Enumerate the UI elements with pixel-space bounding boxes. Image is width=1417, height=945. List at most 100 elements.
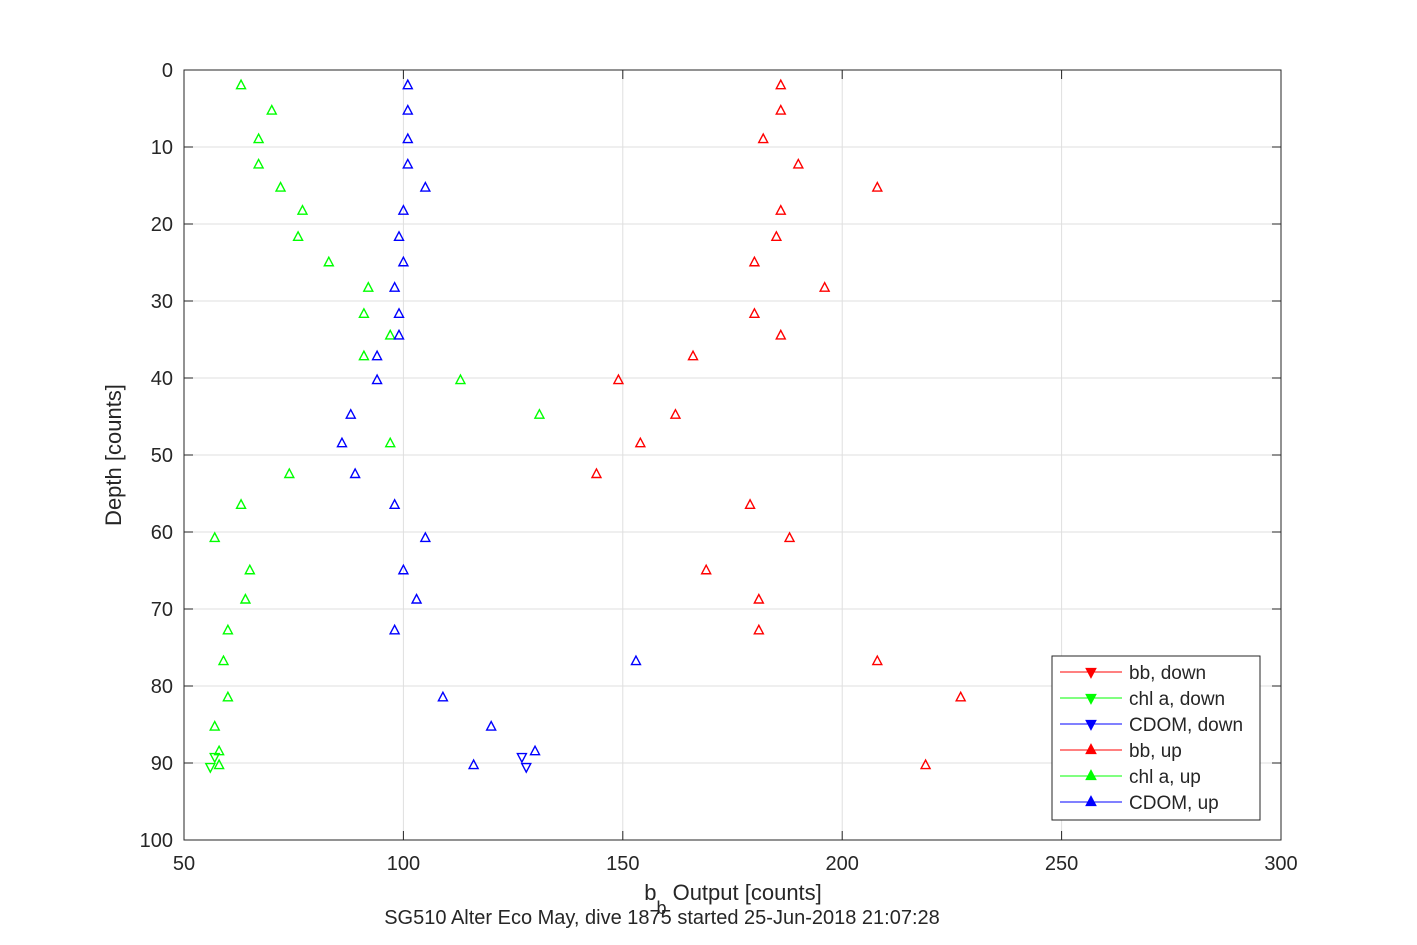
data-point (775, 78, 787, 90)
series-chl-a-up (209, 78, 546, 770)
data-point (955, 690, 967, 702)
data-point (818, 281, 831, 292)
data-point (419, 181, 432, 192)
x-axis-label-subscript: b (656, 898, 666, 918)
data-point (454, 373, 467, 385)
data-point (402, 104, 414, 115)
data-point (397, 204, 410, 215)
data-point (209, 531, 221, 543)
data-point (700, 563, 712, 575)
data-point (669, 408, 682, 419)
legend: bb, down chl a, down CDOM, down bb, up chl a… (1051, 655, 1261, 821)
legend-marker (1085, 693, 1097, 705)
legend-label: chl a, up (1129, 767, 1201, 788)
legend-marker (1085, 667, 1097, 679)
data-point (753, 592, 765, 604)
data-point (393, 307, 405, 319)
y-tick-label: 80 (151, 676, 173, 698)
x-tick-label: 50 (173, 853, 195, 875)
data-point (252, 132, 265, 144)
series-bb-up (590, 78, 967, 770)
y-tick-label: 100 (140, 830, 173, 852)
data-point (349, 467, 361, 479)
data-point (336, 436, 348, 448)
y-tick-label: 60 (151, 522, 173, 544)
legend-marker (1085, 769, 1097, 781)
grid-lines (183, 69, 1282, 841)
x-axis-label-main: b (644, 880, 656, 905)
data-point (871, 181, 883, 192)
data-point (362, 281, 374, 292)
data-point (516, 752, 528, 764)
series-cdom-up (336, 78, 642, 770)
data-point (345, 408, 357, 419)
data-point (292, 230, 304, 242)
data-point (783, 531, 796, 543)
data-point (393, 328, 405, 340)
data-point (590, 467, 603, 479)
data-point (919, 758, 932, 770)
data-point (388, 281, 401, 292)
data-point (204, 762, 216, 774)
data-point (252, 157, 265, 169)
data-point (371, 373, 383, 385)
data-point (402, 157, 414, 169)
y-tick-label: 40 (151, 368, 173, 390)
data-point (388, 498, 401, 509)
data-point (384, 436, 396, 448)
data-point (775, 104, 787, 115)
data-point (529, 744, 541, 756)
y-tick-label: 70 (151, 599, 173, 621)
data-point (222, 690, 234, 702)
data-point (533, 408, 546, 419)
y-tick-label: 20 (151, 214, 173, 236)
chart-caption: SG510 Alter Eco May, dive 1875 started 2… (384, 907, 940, 929)
x-tick-label: 200 (826, 853, 859, 875)
legend-label: CDOM, down (1129, 715, 1243, 736)
series-cdom-down (516, 752, 532, 774)
data-point (612, 373, 625, 385)
data-point (871, 654, 883, 666)
data-point (419, 531, 432, 543)
legend-label: chl a, down (1129, 689, 1225, 710)
data-point (239, 592, 252, 604)
data-point (520, 762, 532, 774)
data-point (775, 328, 787, 340)
data-markers (204, 78, 967, 774)
data-point (410, 592, 423, 604)
data-point (213, 744, 225, 756)
plot-border (183, 69, 1282, 841)
data-point (388, 623, 401, 635)
x-tick-label: 300 (1264, 853, 1297, 875)
data-point (371, 349, 383, 361)
data-point (266, 104, 278, 115)
data-point (744, 498, 756, 509)
y-axis-label: Depth [counts] (101, 384, 126, 526)
legend-label: bb, up (1129, 741, 1182, 762)
data-point (402, 78, 414, 90)
data-point (402, 132, 414, 144)
x-tick-label: 150 (606, 853, 639, 875)
data-point (274, 181, 287, 192)
data-point (437, 690, 449, 702)
data-point (235, 498, 247, 509)
y-tick-label: 0 (162, 60, 173, 82)
data-point (770, 230, 783, 242)
legend-marker (1085, 719, 1097, 731)
x-axis-label: bb Output [counts] (644, 880, 822, 918)
data-point (209, 720, 221, 731)
data-point (235, 78, 247, 90)
data-point (283, 467, 295, 479)
y-tick-label: 10 (151, 137, 173, 159)
data-point (384, 328, 396, 340)
data-point (757, 132, 769, 144)
data-point (397, 563, 410, 575)
legend-marker (1085, 795, 1097, 807)
legend-box (1051, 655, 1261, 821)
data-point (687, 349, 699, 361)
data-point (748, 255, 761, 267)
legend-marker (1085, 743, 1097, 755)
x-tick-label: 100 (387, 853, 420, 875)
data-point (467, 758, 480, 770)
